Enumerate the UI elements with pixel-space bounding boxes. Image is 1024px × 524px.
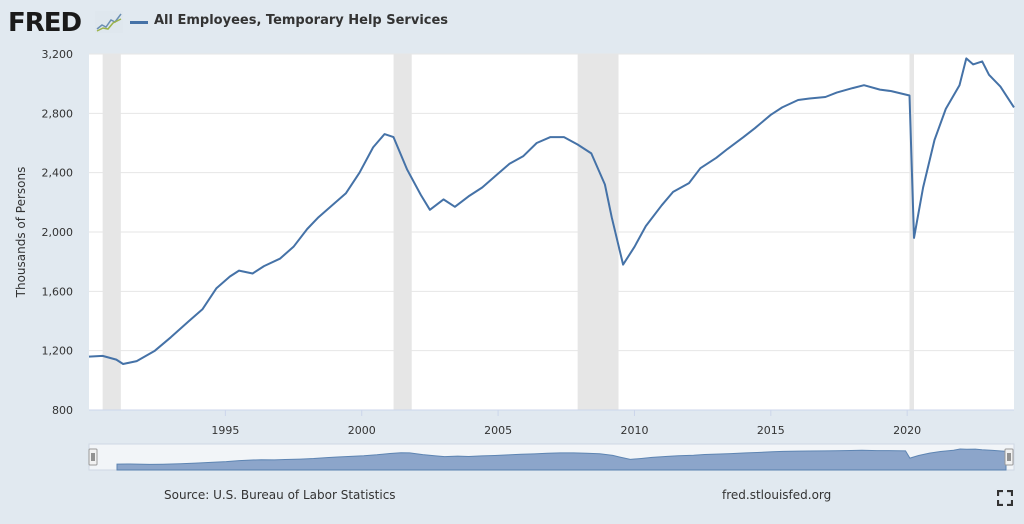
y-tick-label-5: 2,800 — [42, 107, 74, 120]
x-tick-label-4: 2015 — [757, 424, 785, 437]
footer-source: Source: U.S. Bureau of Labor Statistics — [164, 488, 396, 502]
y-tick-label-3: 2,000 — [42, 226, 74, 239]
fred-logo[interactable]: FRED — [8, 8, 82, 38]
navigator-series-area — [116, 448, 1007, 471]
chart-header: FRED All Employees, Temporary Help Servi… — [0, 0, 1024, 44]
y-tick-label-1: 1,200 — [42, 345, 74, 358]
fullscreen-icon[interactable] — [997, 490, 1013, 506]
y-tick-label-4: 2,400 — [42, 167, 74, 180]
navigator-handle-left-grip-handle-icon[interactable] — [88, 448, 98, 466]
x-tick-label-5: 2020 — [893, 424, 921, 437]
x-tick-label-3: 2010 — [620, 424, 648, 437]
series-line — [88, 57, 1015, 365]
y-tick-label-2: 1,600 — [42, 285, 74, 298]
x-tick-label-1: 2000 — [348, 424, 376, 437]
fred-logo-spark-icon — [95, 11, 123, 33]
handle-body — [1004, 448, 1014, 466]
handle-body — [88, 448, 98, 466]
footer-url-link[interactable]: fred.stlouisfed.org — [722, 488, 832, 502]
legend-series-label[interactable]: All Employees, Temporary Help Services — [154, 13, 449, 28]
x-tick-label-0: 1995 — [211, 424, 239, 437]
y-tick-label-6: 3,200 — [42, 48, 74, 61]
navigator-handle-right-grip-handle-icon[interactable] — [1004, 448, 1014, 466]
legend-series-swatch — [130, 21, 148, 24]
y-axis-label: Thousands of Persons — [14, 167, 28, 299]
y-tick-label-0: 800 — [52, 404, 73, 417]
x-tick-label-2: 2005 — [484, 424, 512, 437]
